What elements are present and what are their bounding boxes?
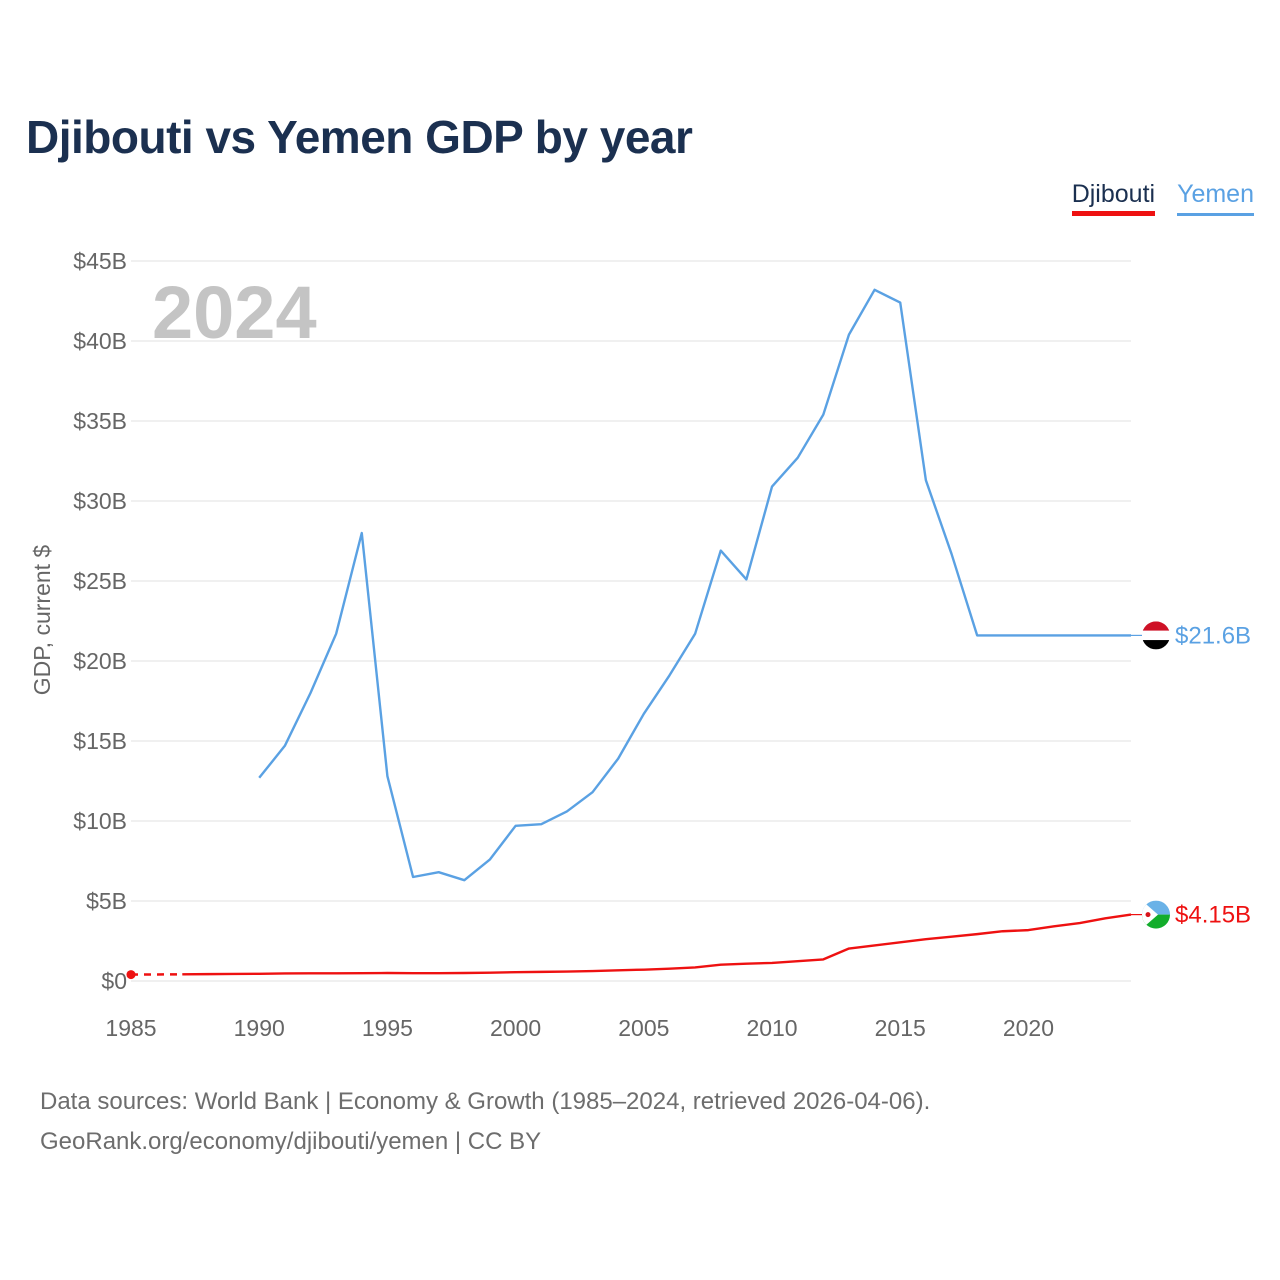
x-tick-label: 2005 (618, 1015, 669, 1041)
y-tick-label: $20B (73, 648, 127, 674)
gridlines (131, 260, 1131, 982)
year-watermark: 2024 (152, 271, 317, 354)
footer: Data sources: World Bank | Economy & Gro… (40, 1082, 930, 1162)
djibouti-start-point (126, 970, 136, 980)
footer-sources: Data sources: World Bank | Economy & Gro… (40, 1088, 931, 1115)
series-end-markers: $4.15B $21.6B (1131, 621, 1251, 929)
x-axis-ticks: 1985 1990 1995 2000 2005 2010 2015 2020 (105, 1015, 1054, 1041)
x-tick-label: 2020 (1003, 1015, 1054, 1041)
chart-title: Djibouti vs Yemen GDP by year (26, 111, 693, 163)
legend-item-yemen[interactable]: Yemen (1177, 180, 1254, 216)
x-tick-label: 2010 (746, 1015, 797, 1041)
yemen-flag-icon (1142, 621, 1170, 650)
y-tick-label: $25B (73, 568, 127, 594)
y-tick-label: $5B (86, 888, 127, 914)
y-tick-label: $45B (73, 248, 127, 274)
x-tick-label: 1990 (234, 1015, 285, 1041)
y-tick-label: $10B (73, 808, 127, 834)
yemen-line[interactable] (258, 288, 1131, 882)
line-chart: $0 $5B $10B $15B $20B $25B $30B $35B $40B $45B 19… (29, 248, 1251, 1041)
legend-item-djibouti[interactable]: Djibouti (1071, 180, 1156, 216)
y-tick-label: $35B (73, 408, 127, 434)
djibouti-end-label: $4.15B (1175, 902, 1251, 929)
x-tick-label: 2000 (490, 1015, 541, 1041)
y-axis-label: GDP, current $ (29, 545, 55, 696)
series-lines (126, 288, 1132, 980)
y-tick-label: $30B (73, 488, 127, 514)
x-tick-label: 1985 (105, 1015, 156, 1041)
x-tick-label: 1995 (362, 1015, 413, 1041)
y-axis-ticks: $0 $5B $10B $15B $20B $25B $30B $35B $40B $45B (73, 248, 127, 994)
y-tick-label: $15B (73, 728, 127, 754)
yemen-end-label: $21.6B (1175, 622, 1251, 649)
legend: Djibouti Yemen (1071, 180, 1254, 216)
x-tick-label: 2015 (875, 1015, 926, 1041)
djibouti-flag-icon (1142, 900, 1170, 929)
footer-link[interactable]: GeoRank.org/economy/djibouti/yemen | CC … (40, 1128, 542, 1155)
y-tick-label: $0 (101, 968, 127, 994)
djibouti-line[interactable] (182, 913, 1132, 976)
y-tick-label: $40B (73, 328, 127, 354)
